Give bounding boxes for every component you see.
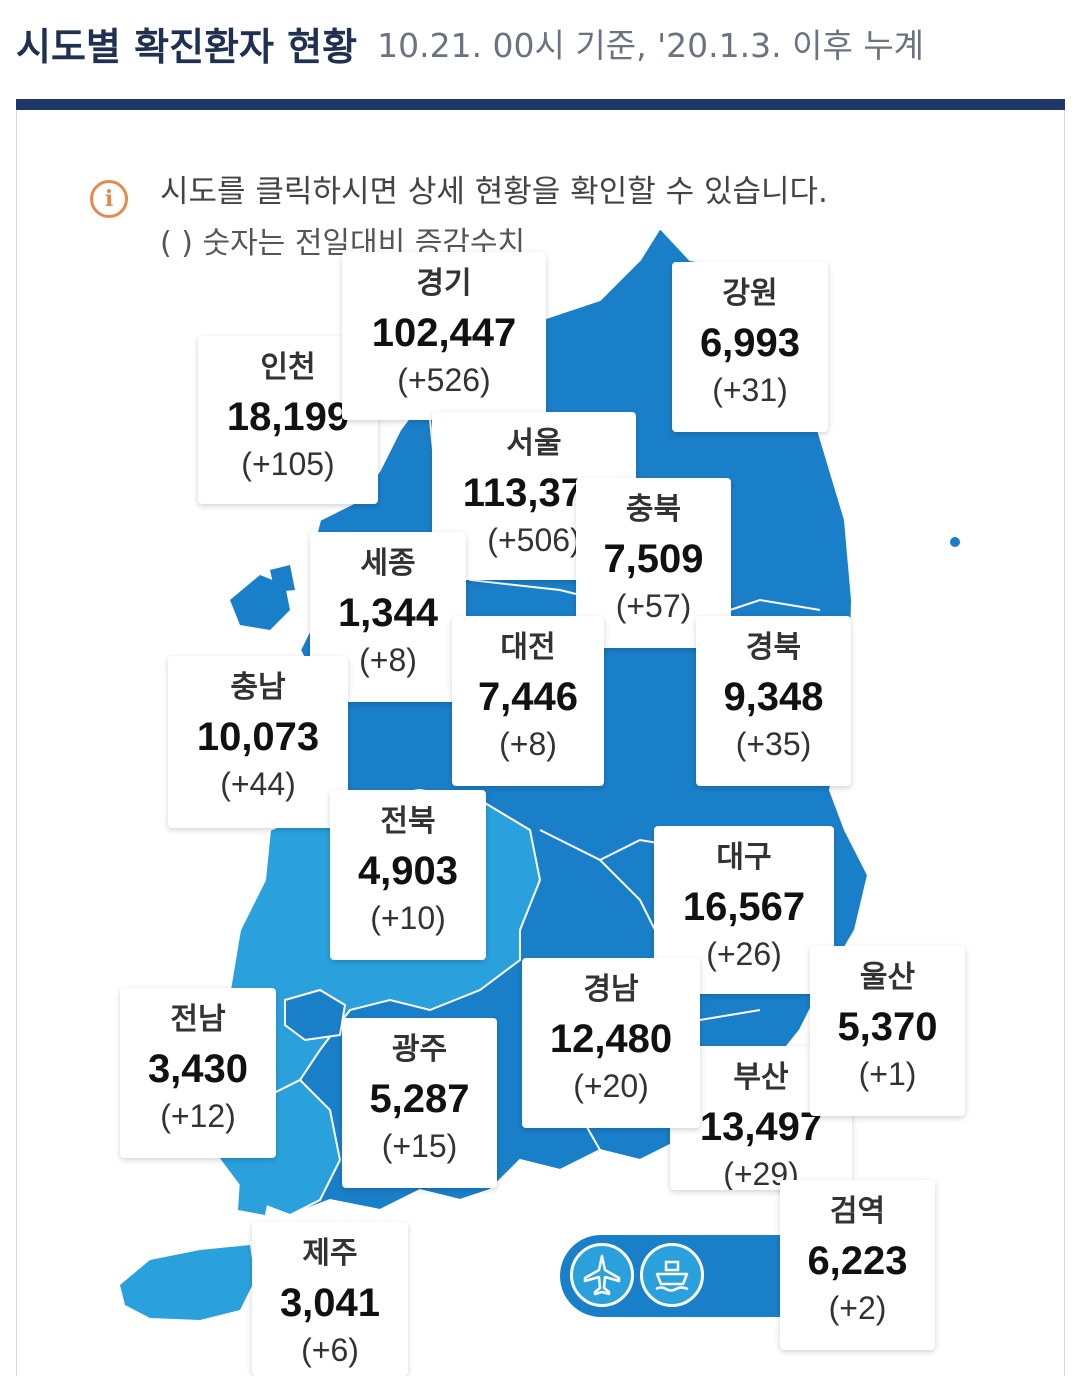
- region-delta: (+506): [487, 522, 581, 558]
- header: 시도별 확진환자 현황 10.21. 00시 기준, '20.1.3. 이후 누…: [16, 8, 1066, 78]
- region-count: 1,344: [337, 591, 439, 635]
- airplane-icon[interactable]: [570, 1243, 634, 1307]
- region-delta: (+6): [301, 1332, 359, 1368]
- region-count: 13,497: [699, 1105, 823, 1149]
- region-delta: (+105): [241, 446, 335, 482]
- airplane-icon-svg: [583, 1254, 621, 1296]
- region-count: 7,509: [603, 537, 704, 581]
- region-name: 충북: [625, 493, 682, 526]
- region-count: 3,041: [279, 1281, 381, 1325]
- region-delta: (+8): [499, 726, 557, 762]
- page-title: 시도별 확진환자 현황: [16, 24, 358, 69]
- region-card-gangwon[interactable]: 강원 6,993 (+31): [672, 262, 828, 432]
- region-name: 인천: [260, 351, 316, 384]
- region-delta: (+10): [370, 900, 446, 936]
- region-delta: (+1): [858, 1056, 917, 1092]
- region-name: 부산: [733, 1061, 789, 1094]
- region-delta: (+26): [706, 936, 782, 972]
- region-name: 대구: [716, 841, 772, 874]
- map-island-west-2: [270, 565, 295, 592]
- map-gwangju: [284, 988, 347, 1042]
- region-count: 10,073: [196, 715, 320, 759]
- region-name: 경북: [745, 631, 802, 664]
- region-name: 서울: [506, 427, 562, 460]
- region-delta: (+12): [160, 1098, 236, 1134]
- region-name: 대전: [500, 631, 556, 664]
- region-name: 경기: [416, 267, 472, 300]
- header-divider: [16, 99, 1065, 110]
- region-card-daejeon[interactable]: 대전 7,446 (+8): [452, 616, 604, 786]
- region-delta: (+20): [573, 1068, 649, 1104]
- region-delta: (+526): [397, 362, 491, 398]
- region-card-busan[interactable]: 부산 13,497 (+29): [670, 1046, 852, 1190]
- region-name: 세종: [360, 547, 416, 580]
- region-delta: (+31): [712, 372, 788, 408]
- region-count: 18,199: [226, 395, 350, 439]
- map-panel: [16, 110, 1065, 1376]
- region-card-jeonbuk[interactable]: 전북 4,903 (+10): [330, 790, 486, 960]
- region-card-ulsan[interactable]: 울산 5,370 (+1): [810, 946, 965, 1116]
- region-delta: (+44): [220, 766, 296, 802]
- region-delta: (+15): [381, 1128, 458, 1164]
- ship-icon[interactable]: [640, 1243, 704, 1307]
- info-icon: i: [90, 180, 128, 218]
- region-name: 전북: [380, 805, 436, 838]
- region-card-gyeonggi[interactable]: 경기 102,447 (+526): [342, 252, 546, 420]
- notice-text: 시도를 클릭하시면 상세 현황을 확인할 수 있습니다.: [160, 174, 828, 210]
- region-card-daegu[interactable]: 대구 16,567 (+26): [654, 826, 834, 994]
- region-card-gyeongnam[interactable]: 경남 12,480 (+20): [522, 958, 700, 1128]
- region-name: 광주: [391, 1033, 448, 1066]
- quarantine-transport-bar: [560, 1235, 780, 1317]
- region-card-incheon[interactable]: 인천 18,199 (+105): [198, 336, 378, 504]
- page-subtitle: 10.21. 00시 기준, '20.1.3. 이후 누계: [377, 26, 925, 65]
- region-count: 12,480: [549, 1017, 673, 1061]
- map-ulleungdo: [950, 537, 960, 547]
- region-card-quarantine[interactable]: 검역 6,223 (+2): [780, 1180, 935, 1350]
- region-delta: (+35): [735, 726, 812, 762]
- region-delta: (+2): [828, 1290, 887, 1326]
- ship-icon-svg: [655, 1260, 689, 1292]
- region-count: 9,348: [723, 675, 824, 719]
- region-card-gyeongbuk[interactable]: 경북 9,348 (+35): [696, 616, 851, 786]
- region-count: 3,430: [147, 1047, 249, 1091]
- region-name: 전남: [170, 1003, 226, 1036]
- region-count: 102,447: [371, 311, 517, 355]
- region-count: 16,567: [682, 885, 806, 929]
- region-name: 제주: [302, 1237, 358, 1270]
- region-delta: (+8): [359, 642, 417, 678]
- region-name: 강원: [722, 277, 778, 310]
- region-count: 6,223: [807, 1239, 908, 1283]
- region-count: 6,993: [699, 321, 801, 365]
- map-island-sw: [238, 1180, 270, 1215]
- region-count: 7,446: [477, 675, 579, 719]
- region-name: 경남: [583, 973, 639, 1006]
- region-count: 4,903: [357, 849, 459, 893]
- region-name: 검역: [829, 1195, 886, 1228]
- region-delta: (+57): [615, 588, 692, 624]
- region-card-jeonnam[interactable]: 전남 3,430 (+12): [120, 988, 276, 1158]
- region-name: 충남: [230, 671, 286, 704]
- map-jeju: [120, 1245, 255, 1320]
- region-card-chungnam[interactable]: 충남 10,073 (+44): [168, 656, 348, 828]
- region-card-jeju[interactable]: 제주 3,041 (+6): [252, 1222, 408, 1376]
- region-count: 5,370: [837, 1005, 938, 1049]
- region-count: 5,287: [369, 1077, 470, 1121]
- region-name: 울산: [859, 961, 916, 994]
- region-card-gwangju[interactable]: 광주 5,287 (+15): [342, 1018, 497, 1188]
